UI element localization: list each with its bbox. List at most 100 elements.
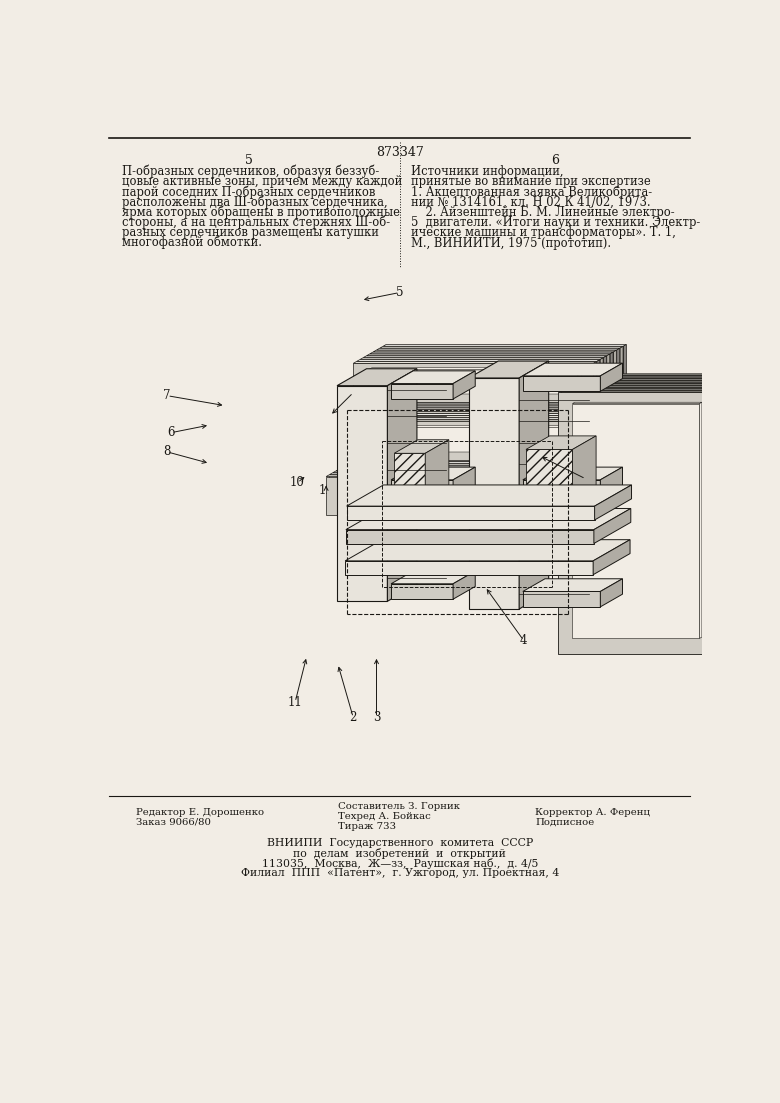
Text: Составитель З. Горник: Составитель З. Горник bbox=[338, 802, 459, 812]
Text: 8: 8 bbox=[164, 446, 171, 459]
Polygon shape bbox=[383, 410, 608, 435]
Polygon shape bbox=[593, 390, 722, 392]
Polygon shape bbox=[585, 375, 743, 377]
Polygon shape bbox=[360, 471, 611, 496]
Polygon shape bbox=[587, 395, 714, 630]
Polygon shape bbox=[336, 469, 618, 471]
Polygon shape bbox=[576, 381, 733, 382]
Polygon shape bbox=[729, 383, 730, 645]
Polygon shape bbox=[363, 420, 591, 421]
Polygon shape bbox=[377, 414, 601, 439]
Polygon shape bbox=[588, 420, 591, 447]
Polygon shape bbox=[363, 468, 618, 470]
Polygon shape bbox=[729, 385, 732, 621]
Polygon shape bbox=[348, 416, 604, 454]
Polygon shape bbox=[333, 473, 612, 511]
Polygon shape bbox=[356, 360, 600, 362]
Polygon shape bbox=[388, 368, 417, 601]
Polygon shape bbox=[380, 410, 608, 413]
Polygon shape bbox=[342, 467, 622, 505]
Polygon shape bbox=[708, 397, 711, 633]
Polygon shape bbox=[601, 467, 622, 499]
Polygon shape bbox=[578, 399, 707, 400]
Polygon shape bbox=[726, 387, 729, 623]
Polygon shape bbox=[573, 383, 730, 384]
Polygon shape bbox=[578, 426, 581, 452]
Polygon shape bbox=[392, 354, 604, 356]
Polygon shape bbox=[360, 470, 614, 471]
Polygon shape bbox=[722, 386, 725, 649]
Polygon shape bbox=[353, 475, 604, 500]
Polygon shape bbox=[604, 356, 606, 396]
Polygon shape bbox=[367, 356, 607, 394]
Text: ярма которых обращены в противоположные: ярма которых обращены в противоположные bbox=[122, 205, 400, 218]
Polygon shape bbox=[601, 413, 604, 439]
Polygon shape bbox=[602, 387, 729, 621]
Polygon shape bbox=[594, 419, 597, 460]
Polygon shape bbox=[562, 389, 718, 390]
Polygon shape bbox=[379, 364, 588, 388]
Polygon shape bbox=[620, 404, 623, 445]
Text: 12: 12 bbox=[319, 484, 334, 497]
Polygon shape bbox=[523, 467, 622, 480]
Polygon shape bbox=[348, 414, 606, 416]
Polygon shape bbox=[576, 382, 731, 644]
Polygon shape bbox=[358, 409, 613, 448]
Polygon shape bbox=[602, 385, 732, 387]
Polygon shape bbox=[346, 478, 601, 479]
Polygon shape bbox=[399, 351, 611, 352]
Polygon shape bbox=[705, 399, 707, 635]
Polygon shape bbox=[558, 392, 714, 654]
Text: Филиал  ППП  «Патент»,  г. Ужгород, ул. Проектная, 4: Филиал ППП «Патент», г. Ужгород, ул. Про… bbox=[240, 868, 559, 878]
Polygon shape bbox=[594, 479, 597, 505]
Polygon shape bbox=[723, 388, 725, 625]
Polygon shape bbox=[383, 344, 626, 346]
Polygon shape bbox=[395, 354, 604, 379]
Polygon shape bbox=[579, 381, 734, 642]
Polygon shape bbox=[565, 388, 719, 651]
Polygon shape bbox=[604, 353, 608, 379]
Text: 873347: 873347 bbox=[376, 147, 424, 159]
Polygon shape bbox=[612, 471, 615, 511]
Polygon shape bbox=[607, 411, 610, 452]
Polygon shape bbox=[567, 386, 725, 387]
Polygon shape bbox=[382, 362, 591, 386]
Polygon shape bbox=[367, 403, 626, 404]
Polygon shape bbox=[610, 410, 613, 450]
Polygon shape bbox=[584, 397, 711, 632]
Polygon shape bbox=[453, 467, 475, 499]
Polygon shape bbox=[585, 364, 588, 390]
Polygon shape bbox=[342, 481, 594, 505]
Polygon shape bbox=[372, 366, 584, 367]
Text: 113035,  Москва,  Ж—зз,  Раушская наб.,  д. 4/5: 113035, Москва, Ж—зз, Раушская наб., д. … bbox=[261, 858, 538, 869]
Polygon shape bbox=[615, 468, 618, 494]
Polygon shape bbox=[578, 367, 581, 394]
Text: Тираж 733: Тираж 733 bbox=[338, 822, 396, 832]
Polygon shape bbox=[523, 480, 601, 499]
Polygon shape bbox=[346, 506, 594, 520]
Polygon shape bbox=[339, 468, 622, 469]
Polygon shape bbox=[356, 471, 611, 473]
Polygon shape bbox=[349, 461, 631, 463]
Text: Техред А. Бойкас: Техред А. Бойкас bbox=[338, 812, 431, 822]
Text: П-образных сердечников, образуя беззуб-: П-образных сердечников, образуя беззуб- bbox=[122, 164, 380, 179]
Polygon shape bbox=[601, 579, 622, 607]
Polygon shape bbox=[399, 352, 608, 377]
Polygon shape bbox=[594, 416, 597, 442]
Text: Корректор А. Ференц: Корректор А. Ференц bbox=[535, 807, 651, 816]
Polygon shape bbox=[597, 360, 600, 400]
Polygon shape bbox=[588, 374, 745, 375]
Polygon shape bbox=[581, 424, 584, 450]
Polygon shape bbox=[361, 406, 619, 408]
Polygon shape bbox=[373, 416, 598, 440]
Polygon shape bbox=[591, 481, 594, 507]
Polygon shape bbox=[336, 471, 615, 510]
Polygon shape bbox=[356, 473, 608, 497]
Text: М., ВИНИИТИ, 1975 (прототип).: М., ВИНИИТИ, 1975 (прототип). bbox=[411, 237, 612, 249]
Polygon shape bbox=[608, 473, 612, 513]
Polygon shape bbox=[391, 371, 475, 384]
Polygon shape bbox=[608, 471, 611, 497]
Polygon shape bbox=[570, 384, 728, 385]
Polygon shape bbox=[601, 354, 604, 381]
Polygon shape bbox=[356, 362, 597, 400]
